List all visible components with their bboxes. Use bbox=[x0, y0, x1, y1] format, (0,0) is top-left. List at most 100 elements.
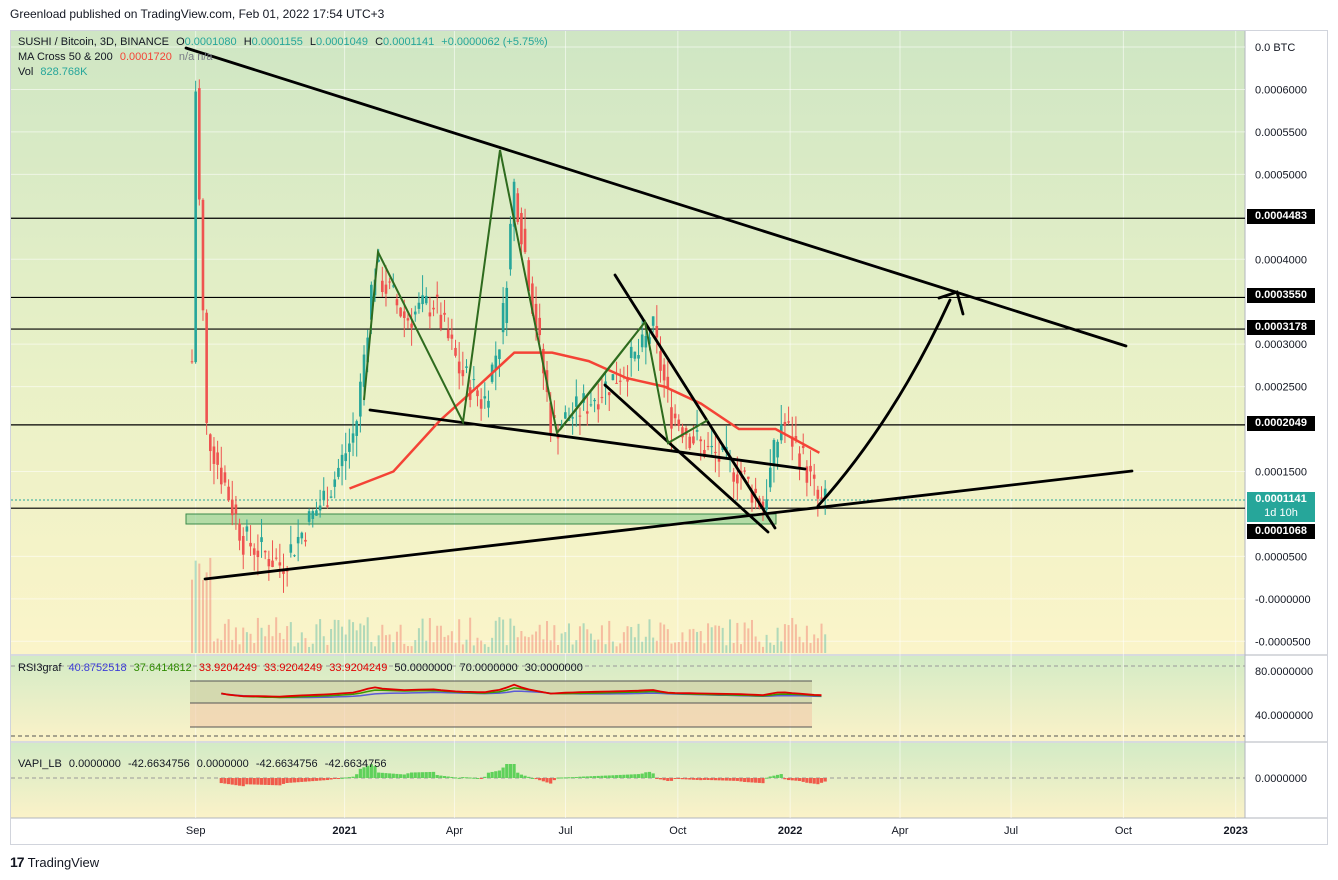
candle-body[interactable] bbox=[575, 396, 578, 407]
candle-body[interactable] bbox=[366, 337, 369, 363]
candle-body[interactable] bbox=[487, 400, 490, 408]
candle-body[interactable] bbox=[600, 396, 604, 399]
vol-label[interactable]: Vol bbox=[18, 66, 34, 78]
candle-body[interactable] bbox=[293, 555, 296, 557]
candle-body[interactable] bbox=[315, 510, 318, 516]
candle-body[interactable] bbox=[351, 433, 355, 443]
candle-body[interactable] bbox=[311, 511, 315, 519]
vapi-label[interactable]: VAPI_LB bbox=[18, 758, 62, 770]
candle-body[interactable] bbox=[402, 311, 406, 319]
candle-body[interactable] bbox=[578, 415, 582, 417]
candle-body[interactable] bbox=[494, 355, 498, 370]
candle-body[interactable] bbox=[509, 223, 512, 270]
candle-body[interactable] bbox=[322, 490, 326, 501]
candle-body[interactable] bbox=[761, 501, 765, 509]
candle-body[interactable] bbox=[798, 453, 801, 468]
candle-body[interactable] bbox=[567, 419, 571, 421]
candle-body[interactable] bbox=[640, 334, 644, 348]
candle-body[interactable] bbox=[593, 399, 596, 402]
candle-body[interactable] bbox=[355, 421, 358, 436]
candle-body[interactable] bbox=[198, 88, 201, 200]
candle-body[interactable] bbox=[516, 193, 520, 222]
candle-body[interactable] bbox=[359, 381, 362, 417]
candle-body[interactable] bbox=[710, 445, 714, 448]
price-axis[interactable]: 0.0 BTC 0.0006000 0.0005500 0.0005000 0.0004… bbox=[1255, 42, 1311, 648]
current-price-tag[interactable]: 0.0001141 1d 10h bbox=[1247, 492, 1315, 522]
candle-body[interactable] bbox=[571, 417, 574, 419]
candle-body[interactable] bbox=[717, 457, 721, 462]
candle-body[interactable] bbox=[227, 486, 230, 501]
level-tag[interactable]: 0.0002049 bbox=[1247, 416, 1315, 431]
candle-body[interactable] bbox=[348, 443, 351, 452]
candle-body[interactable] bbox=[300, 532, 304, 539]
candle-body[interactable] bbox=[615, 382, 618, 384]
candle-body[interactable] bbox=[260, 537, 263, 543]
candle-body[interactable] bbox=[772, 440, 776, 466]
candle-body[interactable] bbox=[666, 376, 670, 389]
candle-body[interactable] bbox=[695, 430, 699, 432]
candle-body[interactable] bbox=[428, 312, 432, 317]
candle-body[interactable] bbox=[399, 307, 402, 317]
candle-body[interactable] bbox=[505, 287, 509, 324]
horizontal-levels[interactable] bbox=[11, 217, 1245, 509]
candle-body[interactable] bbox=[278, 562, 282, 566]
candle-body[interactable] bbox=[768, 467, 772, 488]
candle-body[interactable] bbox=[714, 451, 717, 454]
candle-body[interactable] bbox=[238, 523, 241, 541]
time-axis[interactable]: Sep 2021 Apr Jul Oct 2022 Apr Jul Oct 2023 bbox=[186, 825, 1248, 837]
candle-body[interactable] bbox=[465, 366, 468, 368]
descending-resistance-line[interactable] bbox=[184, 46, 1128, 348]
candle-body[interactable] bbox=[392, 285, 395, 287]
candle-body[interactable] bbox=[461, 370, 465, 377]
candle-body[interactable] bbox=[736, 474, 739, 484]
candle-body[interactable] bbox=[637, 355, 640, 359]
candle-body[interactable] bbox=[263, 550, 267, 553]
candle-body[interactable] bbox=[337, 467, 340, 477]
projection-arrow[interactable] bbox=[816, 298, 952, 508]
candle-body[interactable] bbox=[498, 349, 501, 360]
candle-body[interactable] bbox=[699, 439, 703, 442]
candle-body[interactable] bbox=[809, 465, 812, 472]
candle-body[interactable] bbox=[190, 361, 194, 363]
candle-body[interactable] bbox=[388, 281, 391, 283]
candle-body[interactable] bbox=[201, 199, 205, 311]
candle-body[interactable] bbox=[421, 295, 424, 305]
candle-body[interactable] bbox=[681, 427, 684, 438]
pattern-small-zigzag[interactable] bbox=[559, 321, 646, 431]
candle-body[interactable] bbox=[479, 399, 483, 409]
candle-body[interactable] bbox=[743, 470, 746, 472]
candle-body[interactable] bbox=[801, 445, 805, 449]
candle-body[interactable] bbox=[589, 404, 593, 406]
level-tag[interactable]: 0.0001068 bbox=[1247, 524, 1315, 539]
candle-body[interactable] bbox=[776, 441, 779, 458]
candle-body[interactable] bbox=[234, 504, 238, 514]
candle-body[interactable] bbox=[476, 390, 479, 397]
ma-label[interactable]: MA Cross 50 & 200 bbox=[18, 51, 113, 63]
level-tag[interactable]: 0.0004483 bbox=[1247, 209, 1315, 224]
candle-body[interactable] bbox=[384, 284, 388, 294]
candle-body[interactable] bbox=[611, 374, 615, 381]
drawings[interactable] bbox=[184, 46, 1134, 581]
candle-body[interactable] bbox=[655, 326, 659, 338]
candle-body[interactable] bbox=[790, 436, 794, 447]
candle-body[interactable] bbox=[370, 284, 373, 320]
symbol-label[interactable]: SUSHI / Bitcoin, 3D, BINANCE bbox=[18, 36, 169, 48]
candle-body[interactable] bbox=[644, 336, 648, 348]
main-legend[interactable]: SUSHI / Bitcoin, 3D, BINANCE O0.0001080 … bbox=[18, 35, 552, 80]
candle-body[interactable] bbox=[450, 334, 454, 339]
candle-body[interactable] bbox=[446, 329, 450, 339]
candle-body[interactable] bbox=[820, 497, 823, 499]
candle-body[interactable] bbox=[326, 505, 329, 507]
candle-body[interactable] bbox=[241, 535, 245, 555]
tradingview-logo[interactable]: 17 TradingView bbox=[10, 854, 99, 870]
candle-body[interactable] bbox=[732, 472, 735, 482]
candle-body[interactable] bbox=[596, 404, 600, 410]
candle-body[interactable] bbox=[805, 466, 809, 483]
pattern-zigzag[interactable] bbox=[363, 149, 709, 445]
candle-body[interactable] bbox=[706, 445, 710, 447]
candle-body[interactable] bbox=[417, 302, 421, 309]
candle-body[interactable] bbox=[816, 489, 820, 499]
candle-body[interactable] bbox=[443, 312, 446, 315]
candle-body[interactable] bbox=[245, 526, 249, 532]
